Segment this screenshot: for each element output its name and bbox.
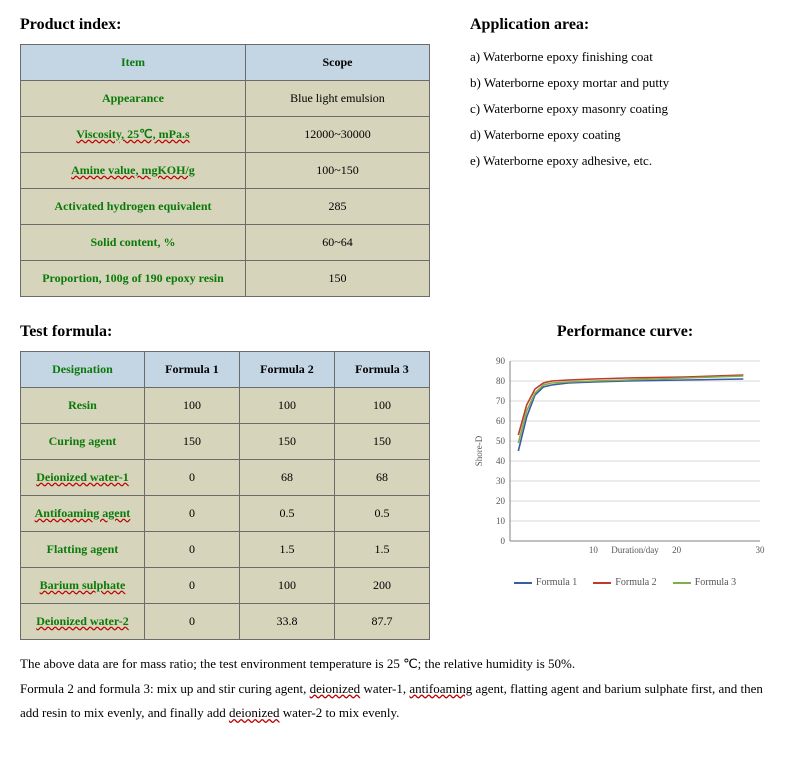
product-index-title: Product index: bbox=[20, 16, 430, 34]
svg-text:30: 30 bbox=[756, 545, 766, 555]
svg-text:20: 20 bbox=[496, 496, 506, 506]
svg-text:30: 30 bbox=[496, 476, 506, 486]
application-area-item: c) Waterborne epoxy masonry coating bbox=[470, 96, 780, 122]
test-formula-value: 150 bbox=[239, 424, 334, 460]
top-row: Product index: Item Scope AppearanceBlue… bbox=[20, 16, 780, 297]
test-formula-value: 150 bbox=[334, 424, 429, 460]
product-index-item: Appearance bbox=[21, 81, 246, 117]
svg-text:10: 10 bbox=[589, 545, 599, 555]
product-index-item: Proportion, 100g of 190 epoxy resin bbox=[21, 261, 246, 297]
product-index-value: Blue light emulsion bbox=[245, 81, 429, 117]
product-index-value: 150 bbox=[245, 261, 429, 297]
application-area-list: a) Waterborne epoxy finishing coatb) Wat… bbox=[470, 44, 780, 174]
test-formula-table: DesignationFormula 1Formula 2Formula 3 R… bbox=[20, 351, 430, 640]
test-formula-value: 0.5 bbox=[239, 496, 334, 532]
product-index-item: Solid content, % bbox=[21, 225, 246, 261]
test-formula-col: Formula 3 bbox=[334, 352, 429, 388]
application-area-section: Application area: a) Waterborne epoxy fi… bbox=[470, 16, 780, 297]
test-formula-label: Antifoaming agent bbox=[21, 496, 145, 532]
test-formula-col: Formula 2 bbox=[239, 352, 334, 388]
chart-legend: Formula 1 Formula 2 Formula 3 bbox=[470, 577, 780, 588]
svg-text:Shore-D: Shore-D bbox=[474, 435, 484, 466]
test-formula-value: 33.8 bbox=[239, 604, 334, 640]
test-formula-value: 1.5 bbox=[239, 532, 334, 568]
svg-text:60: 60 bbox=[496, 416, 506, 426]
svg-text:Duration/day: Duration/day bbox=[611, 545, 659, 555]
svg-text:50: 50 bbox=[496, 436, 506, 446]
test-formula-label: Curing agent bbox=[21, 424, 145, 460]
performance-curve-title: Performance curve: bbox=[470, 323, 780, 341]
test-formula-value: 1.5 bbox=[334, 532, 429, 568]
legend-item: Formula 1 bbox=[514, 577, 577, 588]
product-index-section: Product index: Item Scope AppearanceBlue… bbox=[20, 16, 430, 297]
test-formula-title: Test formula: bbox=[20, 323, 430, 341]
test-formula-value: 68 bbox=[334, 460, 429, 496]
svg-text:80: 80 bbox=[496, 376, 506, 386]
test-formula-value: 0 bbox=[144, 460, 239, 496]
test-formula-label: Flatting agent bbox=[21, 532, 145, 568]
test-formula-value: 200 bbox=[334, 568, 429, 604]
product-index-table: Item Scope AppearanceBlue light emulsion… bbox=[20, 44, 430, 297]
test-formula-col: Designation bbox=[21, 352, 145, 388]
test-formula-value: 0 bbox=[144, 604, 239, 640]
product-index-item: Amine value, mgKOH/g bbox=[21, 153, 246, 189]
svg-text:70: 70 bbox=[496, 396, 506, 406]
application-area-item: a) Waterborne epoxy finishing coat bbox=[470, 44, 780, 70]
bottom-row: Test formula: DesignationFormula 1Formul… bbox=[20, 323, 780, 640]
test-formula-value: 0 bbox=[144, 496, 239, 532]
application-area-title: Application area: bbox=[470, 16, 780, 34]
performance-chart: 0 10 20 30 40 50 60 70 80 90 10 20 30 Duration/day Sho… bbox=[470, 351, 780, 588]
legend-item: Formula 3 bbox=[673, 577, 736, 588]
legend-item: Formula 2 bbox=[593, 577, 656, 588]
test-formula-value: 87.7 bbox=[334, 604, 429, 640]
test-formula-value: 150 bbox=[144, 424, 239, 460]
test-formula-value: 100 bbox=[144, 388, 239, 424]
svg-text:40: 40 bbox=[496, 456, 506, 466]
footnote-text: The above data are for mass ratio; the t… bbox=[20, 652, 780, 726]
test-formula-value: 100 bbox=[334, 388, 429, 424]
test-formula-col: Formula 1 bbox=[144, 352, 239, 388]
product-index-value: 12000~30000 bbox=[245, 117, 429, 153]
test-formula-label: Resin bbox=[21, 388, 145, 424]
test-formula-value: 0 bbox=[144, 532, 239, 568]
test-formula-value: 0.5 bbox=[334, 496, 429, 532]
application-area-item: b) Waterborne epoxy mortar and putty bbox=[470, 70, 780, 96]
performance-chart-svg: 0 10 20 30 40 50 60 70 80 90 10 20 30 Duration/day Sho… bbox=[470, 351, 770, 571]
svg-text:10: 10 bbox=[496, 516, 506, 526]
product-index-col-scope: Scope bbox=[245, 45, 429, 81]
svg-text:90: 90 bbox=[496, 356, 506, 366]
test-formula-value: 0 bbox=[144, 568, 239, 604]
product-index-item: Viscosity, 25℃, mPa.s bbox=[21, 117, 246, 153]
test-formula-value: 68 bbox=[239, 460, 334, 496]
product-index-item: Activated hydrogen equivalent bbox=[21, 189, 246, 225]
test-formula-label: Barium sulphate bbox=[21, 568, 145, 604]
product-index-value: 60~64 bbox=[245, 225, 429, 261]
product-index-value: 100~150 bbox=[245, 153, 429, 189]
test-formula-label: Deionized water-2 bbox=[21, 604, 145, 640]
application-area-item: e) Waterborne epoxy adhesive, etc. bbox=[470, 148, 780, 174]
svg-text:0: 0 bbox=[501, 536, 506, 546]
application-area-item: d) Waterborne epoxy coating bbox=[470, 122, 780, 148]
performance-curve-section: Performance curve: 0 10 20 30 40 50 60 70 80 90 10… bbox=[470, 323, 780, 640]
test-formula-value: 100 bbox=[239, 568, 334, 604]
test-formula-value: 100 bbox=[239, 388, 334, 424]
test-formula-section: Test formula: DesignationFormula 1Formul… bbox=[20, 323, 430, 640]
svg-text:20: 20 bbox=[672, 545, 682, 555]
product-index-value: 285 bbox=[245, 189, 429, 225]
product-index-col-item: Item bbox=[21, 45, 246, 81]
test-formula-label: Deionized water-1 bbox=[21, 460, 145, 496]
